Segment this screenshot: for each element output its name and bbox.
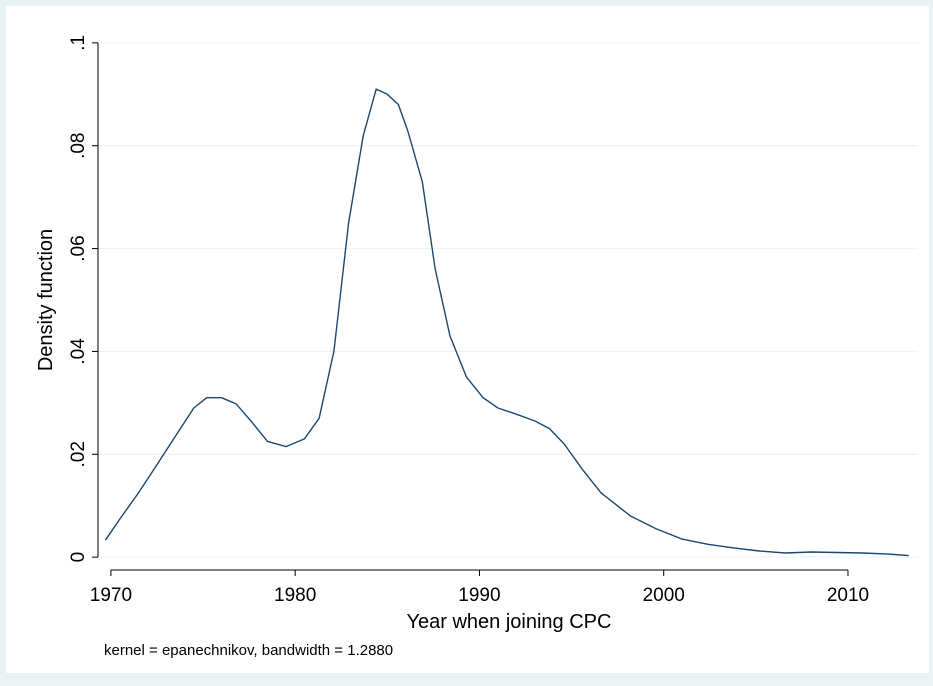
y-tick-label: .08 xyxy=(68,133,89,159)
chart-note: kernel = epanechnikov, bandwidth = 1.288… xyxy=(104,642,393,659)
y-tick-label: .1 xyxy=(68,35,89,51)
x-axis-label: Year when joining CPC xyxy=(407,611,612,633)
y-tick-label: 0 xyxy=(68,552,89,563)
x-tick-label: 1970 xyxy=(90,585,132,606)
y-tick-label: .06 xyxy=(68,235,89,261)
density-line xyxy=(104,88,909,557)
plot-background xyxy=(6,6,929,673)
x-tick-label: 2000 xyxy=(643,585,685,606)
grid-lines xyxy=(98,42,918,558)
x-axis-ticks: 1970 1980 1990 2000 2010 xyxy=(90,570,869,606)
y-tick-label: .02 xyxy=(68,441,89,467)
y-axis-label: Density function xyxy=(35,229,57,371)
x-tick-label: 1980 xyxy=(274,585,316,606)
x-tick-label: 2010 xyxy=(827,585,869,606)
y-tick-label: .04 xyxy=(68,338,89,365)
x-tick-label: 1990 xyxy=(458,585,500,606)
y-axis-ticks: 0 .02 .04 .06 .08 .1 xyxy=(68,35,98,563)
